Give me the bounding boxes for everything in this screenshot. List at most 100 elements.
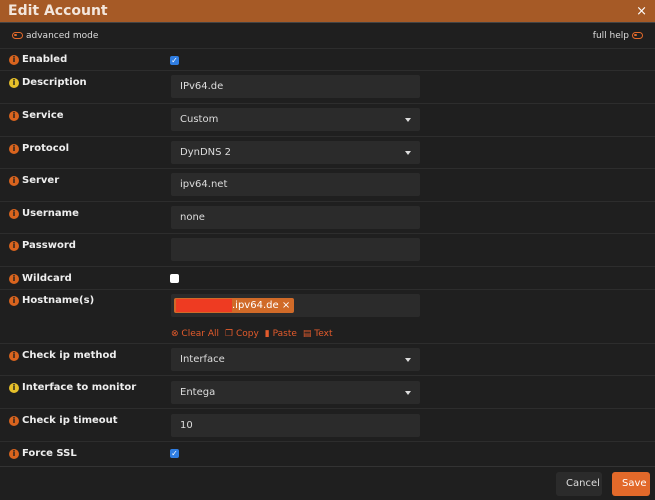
row-service: i Service Custom [0,104,655,137]
copy-button[interactable]: ❐ Copy [225,329,259,339]
toggle-icon [632,31,643,39]
row-password: i Password [0,234,655,267]
wildcard-checkbox[interactable] [170,274,179,283]
service-select[interactable]: Custom [171,108,420,131]
value: Interface [180,354,225,365]
clear-all-button[interactable]: ⊗ Clear All [171,329,219,339]
label-text: Username [22,208,79,219]
label-text: Server [22,175,60,186]
label-text: Description [22,77,87,88]
label-wildcard: i Wildcard [9,273,72,284]
full-help-label: full help [592,30,629,41]
value: none [180,212,205,223]
timeout-input[interactable]: 10 [171,414,420,437]
label-service: i Service [9,110,64,121]
hostname-actions: ⊗ Clear All ❐ Copy ▮ Paste ▤ Text [171,329,333,339]
label: Text [314,329,333,339]
value: DynDNS 2 [180,147,232,158]
label-text: Protocol [22,143,70,154]
server-input[interactable]: ipv64.net [171,173,420,196]
advanced-mode-label: advanced mode [26,30,99,41]
force-ssl-checkbox[interactable]: ✓ [170,449,179,458]
info-icon[interactable]: i [9,77,19,88]
label-text: Wildcard [22,273,72,284]
info-icon[interactable]: i [9,54,19,65]
label: Copy [235,329,259,339]
label-description: i Description [9,77,87,88]
info-icon[interactable]: i [9,175,19,186]
info-icon[interactable]: i [9,208,19,219]
label-text: Service [22,110,64,121]
info-icon[interactable]: i [9,350,19,361]
full-help-toggle[interactable]: full help [593,31,646,41]
chevron-down-icon [405,150,411,155]
protocol-select[interactable]: DynDNS 2 [171,141,420,164]
dialog-title: Edit Account [8,3,108,19]
hostnames-input[interactable]: .ipv64.de × [171,294,420,317]
info-icon[interactable]: i [9,295,19,306]
label-force-ssl: i Force SSL [9,448,77,459]
value: Custom [180,114,219,125]
label: Paste [272,329,297,339]
text-button[interactable]: ▤ Text [303,329,333,339]
hostname-tag: .ipv64.de × [174,298,295,313]
close-icon[interactable]: × [636,3,647,19]
label-password: i Password [9,240,76,251]
row-timeout: i Check ip timeout 10 [0,409,655,442]
row-force-ssl: i Force SSL ✓ [0,442,655,466]
paste-icon: ▮ [264,329,270,339]
check-ip-method-select[interactable]: Interface [171,348,420,371]
dialog-header: Edit Account × [0,0,655,23]
row-wildcard: i Wildcard [0,267,655,290]
label-timeout: i Check ip timeout [9,415,118,426]
label-text: Enabled [22,54,68,65]
info-icon[interactable]: i [9,382,19,393]
description-input[interactable]: IPv64.de [171,75,420,98]
chevron-down-icon [405,357,411,362]
info-icon[interactable]: i [9,240,19,251]
chevron-down-icon [405,390,411,395]
username-input[interactable]: none [171,206,420,229]
interface-select[interactable]: Entega [171,381,420,404]
password-input[interactable] [171,238,420,261]
clear-icon: ⊗ [171,329,179,339]
value: Entega [180,387,216,398]
label-text: Password [22,240,76,251]
tag-remove-icon[interactable]: × [281,300,291,311]
label-username: i Username [9,208,79,219]
label-enabled: i Enabled [9,54,67,65]
label-hostnames: i Hostname(s) [9,295,94,306]
info-icon[interactable]: i [9,110,19,121]
label-protocol: i Protocol [9,143,69,154]
row-protocol: i Protocol DynDNS 2 [0,137,655,169]
row-enabled: i Enabled ✓ [0,49,655,71]
row-interface: i Interface to monitor Entega [0,376,655,409]
row-hostnames: i Hostname(s) .ipv64.de × ⊗ Clear All ❐ C… [0,290,655,344]
value: IPv64.de [180,81,224,92]
label-server: i Server [9,175,59,186]
cancel-button[interactable]: Cancel [556,471,602,496]
paste-button[interactable]: ▮ Paste [265,329,297,339]
row-check-ip-method: i Check ip method Interface [0,344,655,376]
row-server: i Server ipv64.net [0,169,655,202]
label: Clear All [181,329,219,339]
label-text: Interface to monitor [22,382,137,393]
label-text: Check ip method [22,350,117,361]
row-username: i Username none [0,202,655,234]
row-description: i Description IPv64.de [0,71,655,104]
info-icon[interactable]: i [9,273,19,284]
toggle-icon [12,31,23,39]
file-text-icon: ▤ [302,329,312,339]
dialog-footer: Cancel Save [0,466,655,500]
value: 10 [180,420,193,431]
info-icon[interactable]: i [9,415,19,426]
enabled-checkbox[interactable]: ✓ [170,56,179,65]
advanced-mode-toggle[interactable]: advanced mode [9,31,98,41]
info-icon[interactable]: i [9,448,19,459]
redacted-block [176,299,232,312]
value: ipv64.net [180,179,228,190]
save-button[interactable]: Save [612,471,650,496]
label-text: Force SSL [22,448,77,459]
label-text: Check ip timeout [22,415,118,426]
info-icon[interactable]: i [9,143,19,154]
